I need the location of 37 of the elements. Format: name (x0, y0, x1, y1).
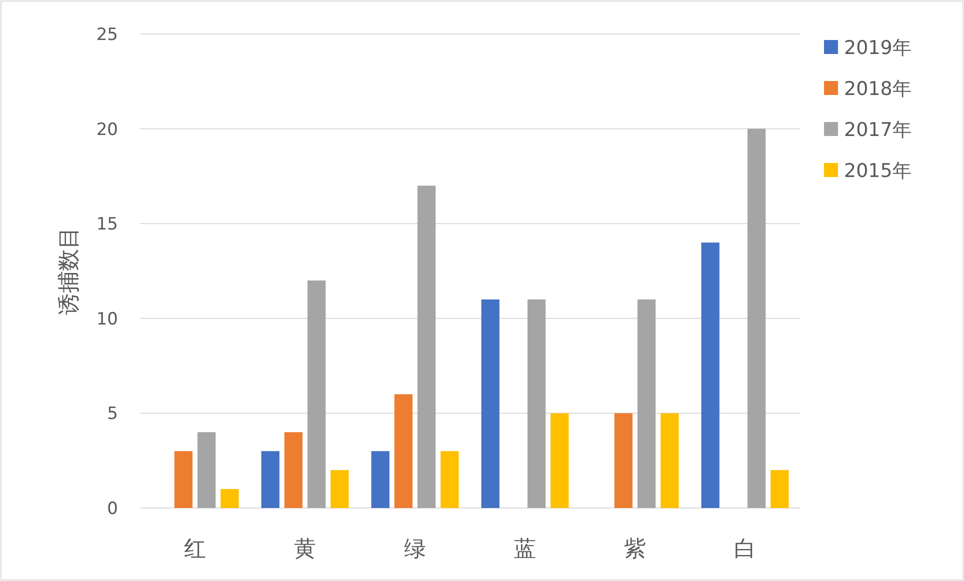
y-tick-label: 25 (96, 25, 118, 45)
bar (527, 299, 546, 508)
bar (394, 394, 413, 508)
y-tick-label: 15 (96, 214, 118, 235)
x-tick-label: 红 (184, 537, 206, 562)
x-tick-label: 绿 (404, 537, 426, 562)
legend-label: 2015年 (844, 160, 912, 182)
bar (701, 242, 720, 508)
x-tick-label: 紫 (624, 537, 646, 562)
bar (770, 470, 789, 508)
y-tick-label: 5 (107, 404, 118, 424)
bar (660, 413, 679, 508)
bar (330, 470, 349, 508)
bar (220, 489, 239, 508)
x-tick-label: 黄 (294, 537, 316, 562)
bar (550, 413, 569, 508)
legend-label: 2018年 (844, 78, 912, 100)
y-tick-label: 20 (96, 120, 118, 140)
bar (371, 451, 390, 508)
bar (747, 128, 766, 508)
bar (614, 413, 633, 508)
bar (417, 186, 436, 508)
x-tick-label: 蓝 (514, 537, 536, 562)
x-tick-label: 白 (734, 537, 756, 562)
bar (307, 280, 326, 508)
legend-label: 2017年 (844, 119, 912, 141)
y-axis-title: 诱捕数目 (57, 227, 82, 315)
y-tick-label: 0 (107, 499, 118, 519)
bar (197, 432, 216, 508)
bar (440, 451, 459, 508)
bar (174, 451, 193, 508)
bar (637, 299, 656, 508)
bar (261, 451, 280, 508)
bar (481, 299, 500, 508)
bar (284, 432, 303, 508)
y-tick-label: 10 (96, 309, 118, 330)
legend-label: 2019年 (844, 37, 912, 59)
